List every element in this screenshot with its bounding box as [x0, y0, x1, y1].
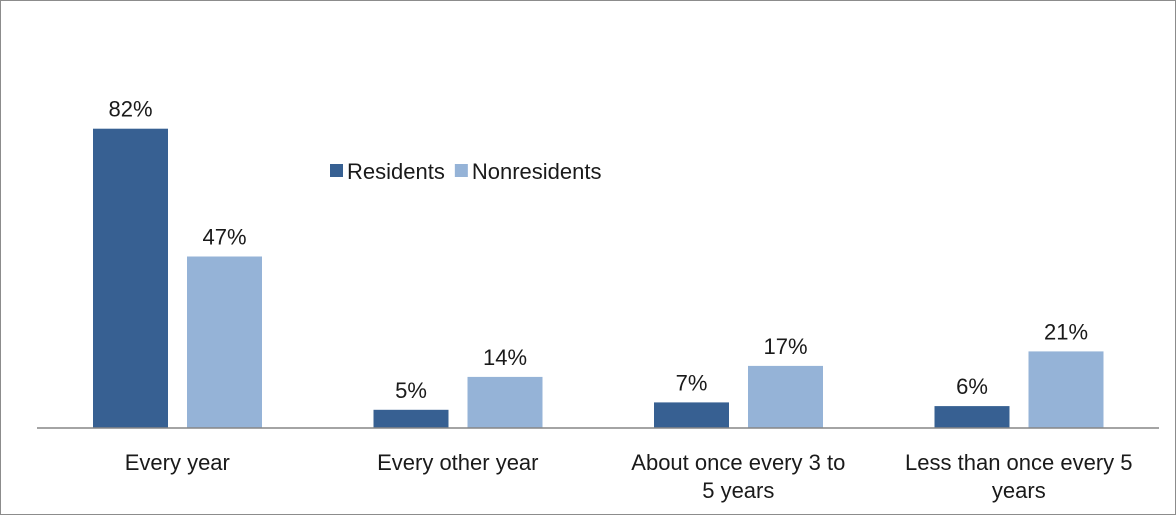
bar-residents-0	[93, 128, 168, 428]
value-labels-group: 82% 47% 5% 14% 7% 17% 6% 21%	[108, 97, 1088, 403]
data-label-nonresidents-3: 21%	[1044, 319, 1088, 344]
legend-swatch-residents	[330, 164, 343, 177]
legend: Residents Nonresidents	[330, 159, 601, 184]
legend-label-nonresidents: Nonresidents	[472, 159, 602, 184]
category-label-0: Every year	[125, 450, 230, 475]
bar-nonresidents-3	[1028, 351, 1104, 428]
bar-residents-2	[654, 402, 729, 428]
category-label-2: About once every 3 to 5 years	[631, 450, 845, 503]
bar-nonresidents-2	[748, 365, 823, 428]
bars-group	[93, 128, 1104, 429]
data-label-residents-3: 6%	[956, 374, 988, 399]
legend-label-residents: Residents	[347, 159, 445, 184]
legend-swatch-nonresidents	[454, 164, 468, 177]
bar-residents-3	[934, 406, 1010, 428]
data-label-nonresidents-1: 14%	[483, 345, 527, 370]
bar-nonresidents-0	[187, 256, 262, 428]
data-label-nonresidents-0: 47%	[202, 225, 246, 250]
bar-nonresidents-1	[467, 376, 543, 428]
data-label-residents-1: 5%	[395, 378, 427, 403]
data-label-nonresidents-2: 17%	[763, 334, 807, 359]
data-label-residents-2: 7%	[676, 370, 708, 395]
category-labels-group: Every year Every other year About once eve…	[125, 450, 1133, 503]
category-label-1: Every other year	[377, 450, 538, 475]
data-label-residents-0: 82%	[108, 97, 152, 122]
bar-residents-1	[373, 409, 449, 429]
category-label-3: Less than once every 5 years	[905, 450, 1132, 503]
